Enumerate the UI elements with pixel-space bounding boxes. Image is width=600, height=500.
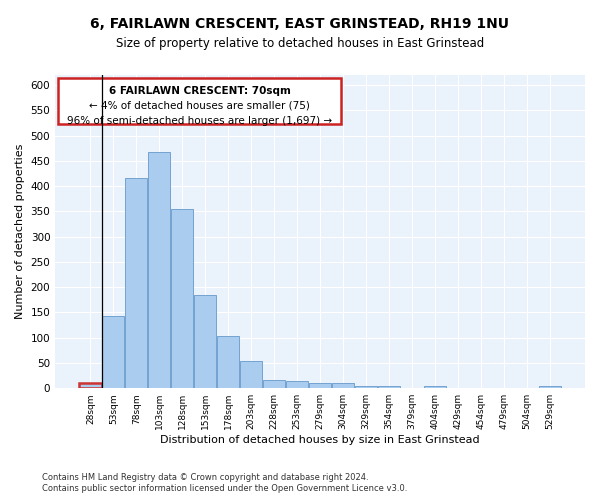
Text: 6 FAIRLAWN CRESCENT: 70sqm: 6 FAIRLAWN CRESCENT: 70sqm bbox=[109, 86, 290, 96]
Bar bbox=[309, 382, 331, 388]
Bar bbox=[378, 386, 400, 388]
Bar bbox=[125, 178, 148, 388]
Text: Contains public sector information licensed under the Open Government Licence v3: Contains public sector information licen… bbox=[42, 484, 407, 493]
Bar bbox=[148, 152, 170, 388]
Y-axis label: Number of detached properties: Number of detached properties bbox=[15, 144, 25, 320]
Bar bbox=[240, 361, 262, 388]
Bar bbox=[194, 295, 217, 388]
Text: 6, FAIRLAWN CRESCENT, EAST GRINSTEAD, RH19 1NU: 6, FAIRLAWN CRESCENT, EAST GRINSTEAD, RH… bbox=[91, 18, 509, 32]
Bar bbox=[171, 209, 193, 388]
Text: Contains HM Land Registry data © Crown copyright and database right 2024.: Contains HM Land Registry data © Crown c… bbox=[42, 472, 368, 482]
Bar bbox=[539, 386, 561, 388]
Bar bbox=[332, 383, 354, 388]
FancyBboxPatch shape bbox=[58, 78, 341, 124]
Bar bbox=[424, 386, 446, 388]
Bar bbox=[263, 380, 285, 388]
Bar bbox=[102, 316, 124, 388]
Bar bbox=[286, 381, 308, 388]
Bar bbox=[217, 336, 239, 388]
Text: Size of property relative to detached houses in East Grinstead: Size of property relative to detached ho… bbox=[116, 38, 484, 51]
X-axis label: Distribution of detached houses by size in East Grinstead: Distribution of detached houses by size … bbox=[160, 435, 480, 445]
Text: 96% of semi-detached houses are larger (1,697) →: 96% of semi-detached houses are larger (… bbox=[67, 116, 332, 126]
Text: ← 4% of detached houses are smaller (75): ← 4% of detached houses are smaller (75) bbox=[89, 101, 310, 111]
Bar bbox=[355, 386, 377, 388]
Bar bbox=[79, 383, 101, 388]
